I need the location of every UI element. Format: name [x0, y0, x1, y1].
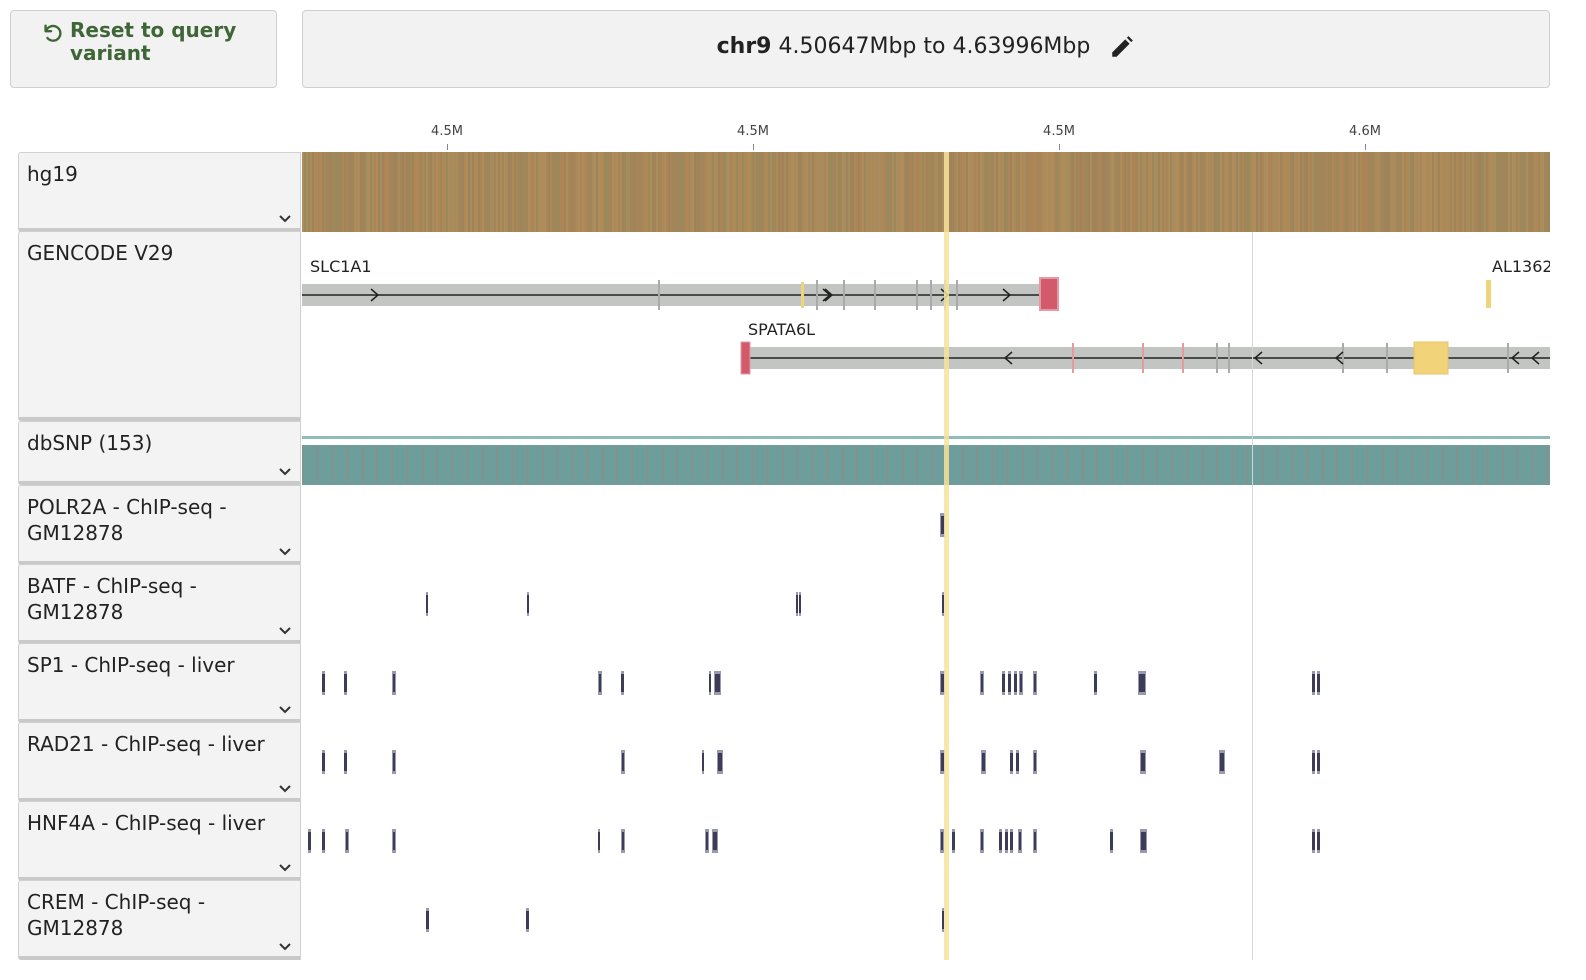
batf-peaks-track[interactable]	[302, 564, 1550, 643]
chevron-down-icon[interactable]	[278, 942, 292, 952]
sp1-peaks-track[interactable]	[302, 643, 1550, 722]
peak-marks	[322, 671, 1320, 695]
chevron-down-icon[interactable]	[278, 547, 292, 557]
track-label-sp1[interactable]: SP1 - ChIP-seq - liver	[18, 643, 301, 723]
reset-button-label: Reset to query variant	[70, 18, 237, 65]
track-label-crem[interactable]: CREM - ChIP-seq - GM12878	[18, 880, 301, 960]
track-label-text: hg19	[27, 162, 78, 186]
track-label-batf[interactable]: BATF - ChIP-seq - GM12878	[18, 564, 301, 644]
gene-track[interactable]: SLC1A1 SPATA6L AL1362	[302, 232, 1550, 421]
gene-models	[302, 277, 1550, 375]
tick-label: 4.5M	[431, 124, 463, 139]
dbsnp-track[interactable]	[302, 421, 1550, 485]
tick-label: 4.5M	[737, 124, 769, 139]
reset-to-query-variant-button[interactable]: Reset to query variant	[10, 10, 277, 88]
range-label: 4.50647Mbp to 4.63996Mbp	[778, 34, 1091, 59]
track-label-dbsnp[interactable]: dbSNP (153)	[18, 421, 301, 485]
peak-marks	[322, 750, 1320, 774]
sequence-track[interactable]	[302, 152, 1550, 232]
track-label-gencode[interactable]: GENCODE V29	[18, 231, 301, 421]
gene-label-spata6l[interactable]: SPATA6L	[748, 320, 816, 339]
track-label-text: dbSNP (153)	[27, 431, 153, 455]
track-label-text: HNF4A - ChIP-seq - liver	[27, 811, 266, 835]
track-label-text: CREM - ChIP-seq - GM12878	[27, 890, 206, 940]
coordinate-ruler: 4.5M 4.5M 4.5M 4.6M	[302, 118, 1550, 154]
chevron-down-icon[interactable]	[278, 214, 292, 224]
polr2a-peaks-track[interactable]	[302, 485, 1550, 564]
track-label-text: GENCODE V29	[27, 241, 174, 265]
chevron-down-icon[interactable]	[278, 863, 292, 873]
peak-marks	[940, 513, 945, 537]
track-label-polr2a[interactable]: POLR2A - ChIP-seq - GM12878	[18, 485, 301, 565]
chromosome-label: chr9	[716, 34, 772, 59]
undo-icon	[44, 24, 62, 42]
track-label-text: SP1 - ChIP-seq - liver	[27, 653, 235, 677]
chevron-down-icon[interactable]	[278, 784, 292, 794]
chevron-down-icon[interactable]	[278, 626, 292, 636]
tick-mark	[1059, 144, 1060, 150]
chevron-down-icon[interactable]	[278, 467, 292, 477]
tick-mark	[753, 144, 754, 150]
peak-marks	[426, 592, 944, 616]
peak-marks	[426, 908, 944, 932]
pencil-icon[interactable]	[1109, 34, 1135, 60]
location-bar[interactable]: chr9 4.50647Mbp to 4.63996Mbp	[302, 10, 1550, 88]
chevron-down-icon[interactable]	[278, 705, 292, 715]
track-label-hg19[interactable]: hg19	[18, 152, 301, 232]
crem-peaks-track[interactable]	[302, 880, 1550, 960]
hnf4a-peaks-track[interactable]	[302, 801, 1550, 880]
tick-label: 4.5M	[1043, 124, 1075, 139]
track-label-rad21[interactable]: RAD21 - ChIP-seq - liver	[18, 722, 301, 802]
rad21-peaks-track[interactable]	[302, 722, 1550, 801]
track-label-hnf4a[interactable]: HNF4A - ChIP-seq - liver	[18, 801, 301, 881]
peak-marks	[308, 829, 1320, 853]
tick-label: 4.6M	[1349, 124, 1381, 139]
gene-label-slc1a1[interactable]: SLC1A1	[310, 257, 372, 276]
track-label-text: BATF - ChIP-seq - GM12878	[27, 574, 197, 624]
gene-label-al1362[interactable]: AL1362	[1492, 257, 1550, 276]
track-label-text: POLR2A - ChIP-seq - GM12878	[27, 495, 227, 545]
tick-mark	[447, 144, 448, 150]
tick-mark	[1365, 144, 1366, 150]
track-label-text: RAD21 - ChIP-seq - liver	[27, 732, 265, 756]
